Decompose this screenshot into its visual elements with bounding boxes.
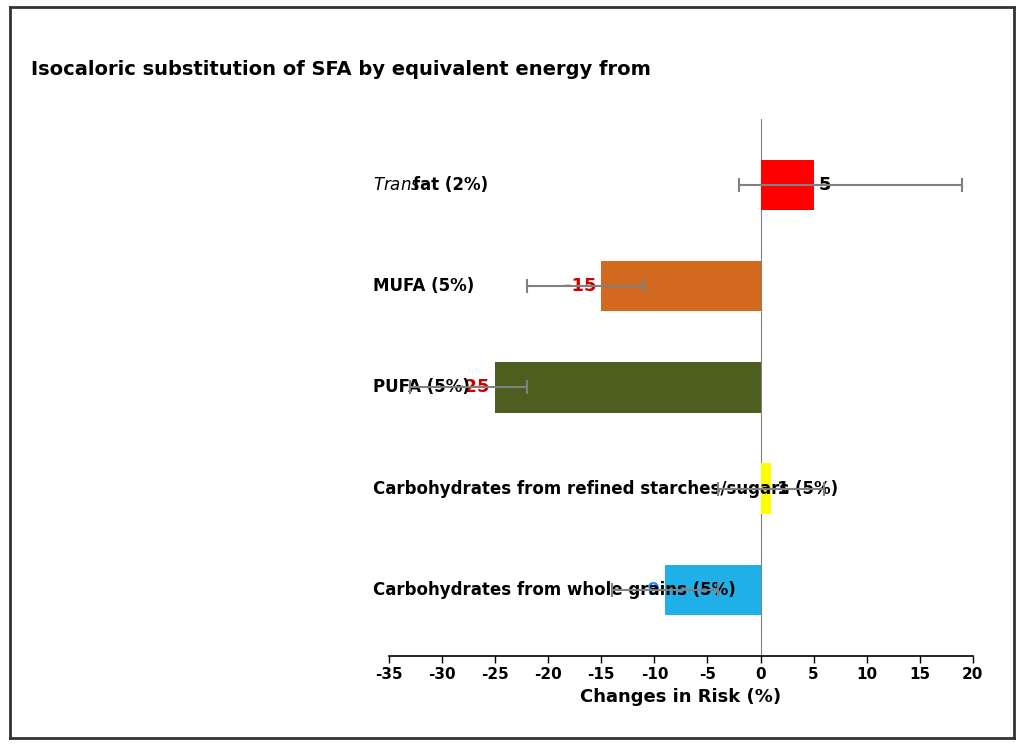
Text: -25: -25: [458, 378, 489, 396]
Text: Carbohydrates from refined starches/sugars (5%): Carbohydrates from refined starches/suga…: [373, 480, 839, 498]
Bar: [761, 159, 814, 210]
Bar: [665, 565, 761, 615]
Text: PUFA (5%): PUFA (5%): [373, 378, 470, 396]
Text: -9: -9: [640, 581, 659, 599]
Text: Carbohydrates from whole grains (5%): Carbohydrates from whole grains (5%): [373, 581, 736, 599]
Text: 1: 1: [776, 480, 788, 498]
Text: 5: 5: [819, 176, 831, 194]
Text: fat (2%): fat (2%): [408, 176, 488, 194]
Text: $\mathit{Trans}$: $\mathit{Trans}$: [373, 176, 421, 194]
Text: -15: -15: [563, 277, 596, 295]
Bar: [761, 463, 771, 514]
Text: MUFA (5%): MUFA (5%): [373, 277, 474, 295]
Bar: [601, 261, 761, 311]
Text: Isocaloric substitution of SFA by equivalent energy from: Isocaloric substitution of SFA by equiva…: [31, 60, 650, 79]
X-axis label: Changes in Risk (%): Changes in Risk (%): [581, 688, 781, 706]
Bar: [496, 362, 761, 413]
